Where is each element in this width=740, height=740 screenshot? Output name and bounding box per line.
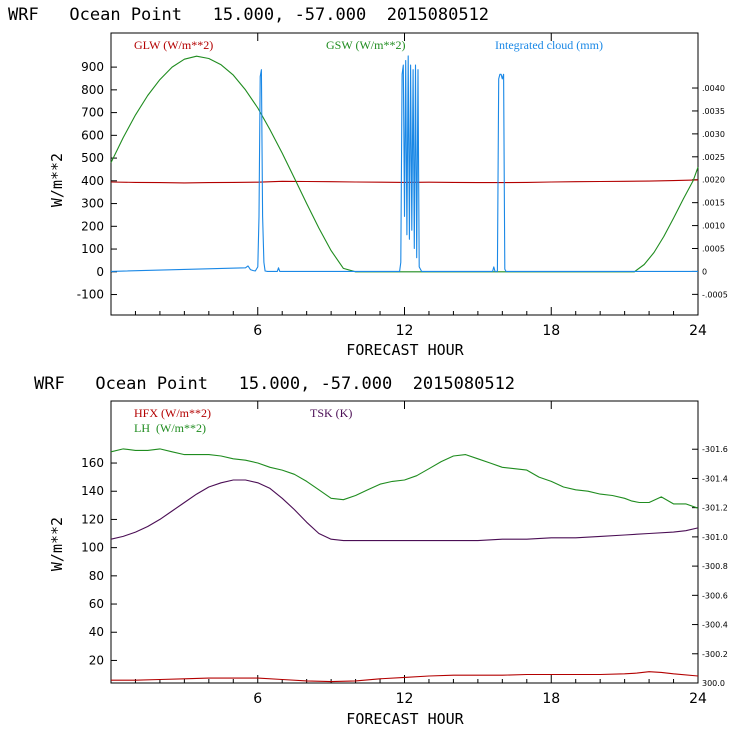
bottom-chart-title: WRF Ocean Point 15.000, -57.000 20150805… <box>34 374 515 394</box>
bottom-y-tick-label: 60 <box>89 597 104 611</box>
bottom-x-tick-label: 6 <box>253 691 262 707</box>
top-y-tick-label: 800 <box>81 83 104 97</box>
top-x-axis: 6 12 18 24 <box>134 33 707 339</box>
bottom-y-tick-label: 140 <box>81 484 104 498</box>
bottom-plot-frame <box>110 400 699 684</box>
top-y-tick-label: 700 <box>81 106 104 120</box>
bottom-right-tick-label: -301.4 <box>702 474 728 483</box>
top-right-axis: -.0005 0 .0005 .0010 .0015 .0020 .0025 .0030 .00… <box>692 84 728 299</box>
top-x-tick-label: 18 <box>542 323 560 339</box>
bottom-x-tick-label: 18 <box>542 691 560 707</box>
top-y-tick-label: 600 <box>81 128 104 142</box>
top-y-tick-label: 100 <box>81 242 104 256</box>
top-legend-cloud: Integrated cloud (mm) <box>495 38 603 52</box>
bottom-x-axis-label: FORECAST HOUR <box>346 710 464 728</box>
top-panel: WRF Ocean Point 15.000, -57.000 20150805… <box>8 5 728 359</box>
bottom-x-axis: 6 12 18 24 <box>134 401 707 707</box>
top-x-tick-label: 6 <box>253 323 262 339</box>
top-right-tick-label: .0010 <box>702 222 725 231</box>
top-right-tick-label: -.0005 <box>702 290 728 299</box>
bottom-x-tick-label: 12 <box>396 691 414 707</box>
bottom-right-tick-label: -300.2 <box>702 650 728 659</box>
top-x-axis-label: FORECAST HOUR <box>346 341 464 359</box>
bottom-panel: WRF Ocean Point 15.000, -57.000 20150805… <box>34 374 728 728</box>
bottom-y-tick-label: 20 <box>89 653 104 667</box>
bottom-right-tick-label: -300.6 <box>702 591 728 600</box>
bottom-legend-hfx: HFX (W/m**2) <box>134 406 211 420</box>
top-y-tick-label: 500 <box>81 151 104 165</box>
bottom-y-tick-label: 120 <box>81 512 104 526</box>
top-y-tick-label: 300 <box>81 197 104 211</box>
top-y-axis: -100 0 100 200 300 400 500 600 700 800 900 <box>77 60 117 302</box>
bottom-right-tick-label: -301.0 <box>702 533 728 542</box>
top-y-tick-label: 900 <box>81 60 104 74</box>
bottom-series-tsk <box>110 479 699 542</box>
bottom-series-lh <box>110 448 699 509</box>
top-right-tick-label: .0035 <box>702 107 725 116</box>
bottom-right-tick-label: -300.4 <box>702 621 728 630</box>
top-right-tick-label: .0030 <box>702 130 725 139</box>
top-chart-title: WRF Ocean Point 15.000, -57.000 20150805… <box>8 5 489 25</box>
top-y-tick-label: 0 <box>96 265 104 279</box>
bottom-y-tick-label: 160 <box>81 456 104 470</box>
top-y-tick-label: 400 <box>81 174 104 188</box>
bottom-y-tick-label: 40 <box>89 625 104 639</box>
bottom-right-tick-label: -300.8 <box>702 562 728 571</box>
bottom-legend-lh: LH (W/m**2) <box>134 421 206 435</box>
top-series-group <box>110 55 699 273</box>
bottom-y-axis: 20 40 60 80 100 120 140 160 <box>81 456 117 667</box>
top-right-tick-label: .0020 <box>702 176 725 185</box>
top-x-tick-label: 24 <box>689 323 707 339</box>
bottom-x-tick-label: 24 <box>689 691 707 707</box>
top-right-tick-label: .0025 <box>702 153 725 162</box>
bottom-right-axis: 300.0 -300.2 -300.4 -300.6 -300.8 -301.0 -301.… <box>692 445 728 688</box>
bottom-y-tick-label: 100 <box>81 541 104 555</box>
top-legend-gsw: GSW (W/m**2) <box>326 38 405 52</box>
bottom-y-tick-label: 80 <box>89 569 104 583</box>
top-x-tick-label: 12 <box>396 323 414 339</box>
bottom-right-tick-label: -301.6 <box>702 445 728 454</box>
top-series-integrated-cloud <box>110 55 698 272</box>
top-y-axis-label: W/m**2 <box>48 153 66 207</box>
bottom-right-tick-label: 300.0 <box>702 679 725 688</box>
top-right-tick-label: .0040 <box>702 84 725 93</box>
bottom-y-axis-label: W/m**2 <box>48 517 66 571</box>
top-right-tick-label: 0 <box>702 267 707 276</box>
bottom-series-group <box>110 448 699 683</box>
bottom-legend-tsk: TSK (K) <box>310 406 352 420</box>
top-y-tick-label: -100 <box>77 288 104 302</box>
bottom-series-hfx <box>111 671 699 683</box>
top-legend-glw: GLW (W/m**2) <box>134 38 213 52</box>
top-right-tick-label: .0005 <box>702 245 725 254</box>
top-y-tick-label: 200 <box>81 219 104 233</box>
top-right-tick-label: .0015 <box>702 199 725 208</box>
bottom-right-tick-label: -301.2 <box>702 504 728 513</box>
